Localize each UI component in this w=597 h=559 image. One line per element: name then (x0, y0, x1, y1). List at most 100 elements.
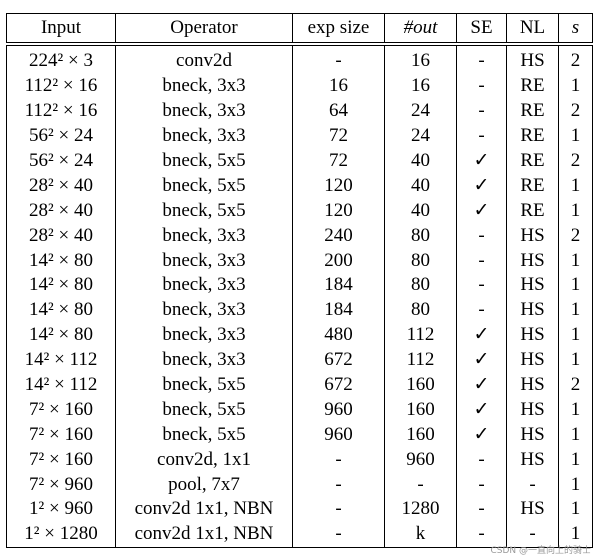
watermark: CSDN @一直向上的骑士 (490, 546, 591, 556)
table-cell: 14² × 80 (6, 322, 116, 348)
table-cell: - (456, 44, 507, 74)
table-cell: 80 (384, 273, 457, 298)
table-cell: RE (506, 148, 559, 174)
table-cell: - (456, 123, 507, 149)
table-cell: - (456, 98, 507, 124)
table-cell: 7² × 160 (6, 397, 116, 423)
table-cell: 16 (384, 73, 457, 99)
table-cell: 7² × 160 (6, 422, 116, 448)
table-cell: 40 (384, 198, 457, 224)
table-row: 7² × 160 bneck, 5x5 960 160 ✓ HS 1 (6, 397, 593, 423)
table-header: Input Operator exp size #out SE NL s (6, 13, 593, 46)
table-cell: - (292, 447, 385, 473)
table-cell: - (456, 248, 507, 274)
table-cell: 80 (384, 297, 457, 323)
header-row: Input Operator exp size #out SE NL s (6, 13, 593, 46)
table-cell: 184 (292, 297, 385, 323)
table-cell: 2 (558, 372, 593, 398)
header-cell: Input (6, 13, 116, 46)
table-cell: RE (506, 173, 559, 199)
table-cell: ✓ (456, 148, 507, 174)
table-cell: 1 (558, 347, 593, 373)
table-cell: bneck, 3x3 (115, 248, 293, 274)
header-cell: NL (506, 13, 559, 46)
table-row: 112² × 16 bneck, 3x3 64 24- RE 2 (6, 98, 593, 124)
table-cell: 1 (558, 248, 593, 274)
table-cell: HS (506, 372, 559, 398)
table-cell: ✓ (456, 322, 507, 348)
table-cell: - (456, 521, 507, 548)
table-cell: 16 (384, 44, 457, 74)
table-row: 7² × 160 conv2d, 1x1-960- HS 1 (6, 447, 593, 473)
table-cell: 1 (558, 198, 593, 224)
table-cell: 7² × 160 (6, 447, 116, 473)
table-cell: HS (506, 397, 559, 423)
table-cell: 1 (558, 73, 593, 99)
table-cell: bneck, 3x3 (115, 73, 293, 99)
table-cell: 1² × 960 (6, 497, 116, 522)
table-cell: - (456, 223, 507, 249)
table-cell: 14² × 80 (6, 248, 116, 274)
table-cell: RE (506, 123, 559, 149)
table-cell: bneck, 3x3 (115, 297, 293, 323)
table-cell: ✓ (456, 372, 507, 398)
table-row: 1² × 960 conv2d 1x1, NBN -1280- HS 1 (6, 497, 593, 522)
table-row: 112² × 16 bneck, 3x3 16 16- RE 1 (6, 73, 593, 99)
header-cell: Operator (115, 13, 293, 46)
table-row: 14² × 112 bneck, 5x5 672 160 ✓ HS 2 (6, 372, 593, 398)
table-cell: 112² × 16 (6, 73, 116, 99)
table-cell: HS (506, 447, 559, 473)
header-cell: s (558, 13, 593, 46)
table-cell: 7² × 960 (6, 472, 116, 498)
table-cell: 120 (292, 198, 385, 224)
table-row: 7² × 960 pool, 7x7- - - -1 (6, 472, 593, 498)
table-cell: 28² × 40 (6, 198, 116, 224)
table-cell: 1280 (384, 497, 457, 522)
table-row: 1² × 1280 conv2d 1x1, NBN - k - -1 (6, 521, 593, 548)
table-cell: 14² × 80 (6, 297, 116, 323)
table-cell: 2 (558, 223, 593, 249)
table-cell: - (456, 497, 507, 522)
table-cell: 24 (384, 98, 457, 124)
table-cell: 1 (558, 497, 593, 522)
table-cell: 56² × 24 (6, 148, 116, 174)
table-cell: 1 (558, 422, 593, 448)
table-cell: HS (506, 273, 559, 298)
table-cell: HS (506, 497, 559, 522)
table-cell: conv2d 1x1, NBN (115, 497, 293, 522)
table-cell: 40 (384, 148, 457, 174)
table-row: 14² × 80 bneck, 3x3 480 112 ✓ HS 1 (6, 322, 593, 348)
table-cell: HS (506, 44, 559, 74)
table-cell: bneck, 3x3 (115, 273, 293, 298)
table-cell: RE (506, 73, 559, 99)
table-cell: 1 (558, 447, 593, 473)
header-cell: exp size (292, 13, 385, 46)
table-cell: 1 (558, 472, 593, 498)
table-row: 28² × 40 bneck, 3x3 240 80- HS 2 (6, 223, 593, 249)
table-cell: RE (506, 198, 559, 224)
table-cell: 1 (558, 273, 593, 298)
table-cell: conv2d 1x1, NBN (115, 521, 293, 548)
table-cell: conv2d (115, 44, 293, 74)
table-cell: bneck, 3x3 (115, 223, 293, 249)
table-cell: ✓ (456, 198, 507, 224)
table-cell: 1 (558, 173, 593, 199)
table-cell: 14² × 112 (6, 372, 116, 398)
table-cell: bneck, 5x5 (115, 422, 293, 448)
table-cell: ✓ (456, 422, 507, 448)
table-cell: bneck, 5x5 (115, 173, 293, 199)
table-cell: - (456, 472, 507, 498)
table-cell: - (456, 73, 507, 99)
table-cell: 40 (384, 173, 457, 199)
table-cell: bneck, 3x3 (115, 98, 293, 124)
table-cell: HS (506, 422, 559, 448)
table-cell: pool, 7x7 (115, 472, 293, 498)
table-cell: 480 (292, 322, 385, 348)
table-row: 28² × 40 bneck, 5x5 120 40 ✓ RE 1 (6, 173, 593, 199)
table-body: 224² × 3 conv2d -16- HS 2 112² × 16 bneck, 3x3… (6, 44, 593, 548)
table-cell: 28² × 40 (6, 223, 116, 249)
table-row: 224² × 3 conv2d -16- HS 2 (6, 44, 593, 74)
table-cell: bneck, 5x5 (115, 397, 293, 423)
table-cell: 160 (384, 372, 457, 398)
